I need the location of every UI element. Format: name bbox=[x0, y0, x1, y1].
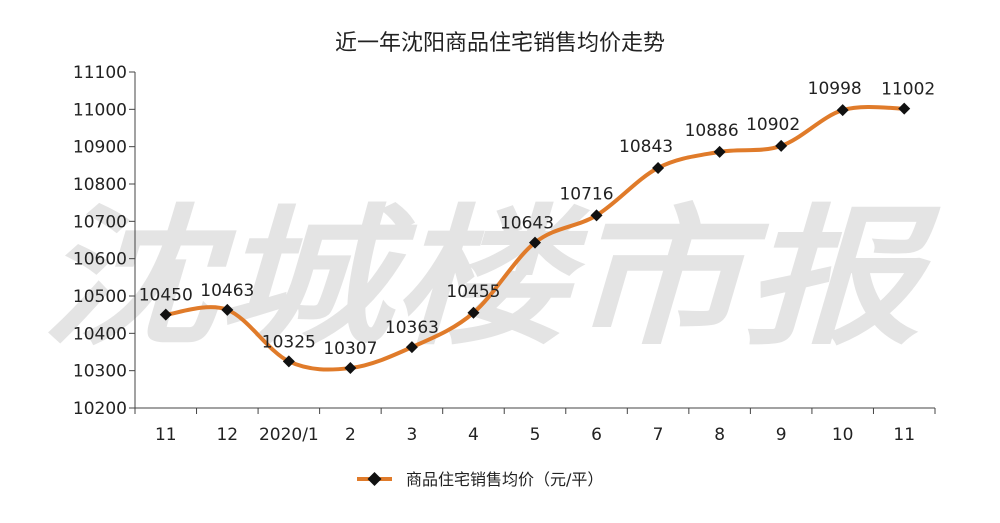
data-point-marker bbox=[344, 362, 357, 375]
chart-title: 近一年沈阳商品住宅销售均价走势 bbox=[335, 31, 665, 56]
y-tick-label: 10900 bbox=[73, 138, 127, 158]
x-tick-label: 7 bbox=[653, 425, 664, 445]
data-labels: 10450 10463 10325 10307 10363 10455 1064310716… bbox=[139, 79, 936, 359]
data-point-marker bbox=[221, 303, 234, 316]
data-point-marker bbox=[713, 145, 726, 158]
series-layer bbox=[159, 102, 911, 375]
data-label: 10843 bbox=[619, 137, 673, 157]
data-point-marker bbox=[159, 308, 172, 321]
data-label: 10455 bbox=[446, 282, 500, 302]
data-label: 10643 bbox=[500, 214, 554, 234]
data-point-marker bbox=[282, 355, 295, 368]
x-tick-label: 4 bbox=[468, 425, 479, 445]
y-tick-label: 10200 bbox=[73, 399, 127, 419]
data-label: 10450 bbox=[139, 286, 193, 306]
x-tick-label: 11 bbox=[155, 425, 177, 445]
x-tick-label: 2020/1 bbox=[259, 425, 319, 445]
data-point-marker bbox=[529, 236, 541, 249]
data-label: 10998 bbox=[808, 79, 862, 99]
x-tick-label: 10 bbox=[832, 425, 854, 445]
data-point-marker bbox=[467, 306, 480, 319]
data-label: 10716 bbox=[559, 184, 613, 204]
data-point-marker bbox=[405, 341, 418, 354]
data-point-marker bbox=[836, 104, 849, 117]
data-point-marker bbox=[775, 139, 788, 152]
x-tick-label: 2 bbox=[345, 425, 356, 445]
y-tick-label: 10700 bbox=[73, 212, 127, 232]
y-tick-label: 11000 bbox=[73, 100, 127, 120]
x-tick-label: 11 bbox=[893, 425, 915, 445]
watermark-text: 沈城楼市报 bbox=[40, 192, 941, 366]
x-tick-label: 3 bbox=[407, 425, 418, 445]
y-tick-label: 10800 bbox=[73, 175, 127, 195]
legend-label: 商品住宅销售均价（元/平） bbox=[406, 470, 603, 489]
legend: 商品住宅销售均价（元/平） bbox=[357, 470, 603, 489]
legend-marker bbox=[367, 472, 382, 486]
data-label: 10463 bbox=[200, 281, 254, 301]
y-tick-label: 11100 bbox=[73, 63, 127, 83]
data-point-marker bbox=[590, 209, 603, 222]
data-label: 10902 bbox=[746, 115, 800, 135]
x-tick-label: 8 bbox=[714, 425, 725, 445]
x-tick-label: 6 bbox=[591, 425, 602, 445]
x-tick-label: 12 bbox=[216, 425, 238, 445]
data-label: 10363 bbox=[385, 318, 439, 338]
y-tick-label: 10400 bbox=[73, 324, 127, 344]
data-point-marker bbox=[898, 102, 911, 115]
y-tick-label: 10300 bbox=[73, 362, 127, 382]
data-label: 10325 bbox=[262, 332, 316, 352]
axes: 10200 10300 10400 10500 10600 10700 10800 10900… bbox=[73, 63, 936, 445]
data-label: 10307 bbox=[323, 339, 377, 359]
x-tick-label: 5 bbox=[530, 425, 541, 445]
data-point-marker bbox=[652, 161, 665, 174]
data-label: 10886 bbox=[685, 121, 739, 141]
y-tick-label: 10500 bbox=[73, 287, 127, 307]
x-tick-label: 9 bbox=[776, 425, 787, 445]
y-tick-label: 10600 bbox=[73, 250, 127, 270]
data-label: 11002 bbox=[881, 80, 935, 100]
